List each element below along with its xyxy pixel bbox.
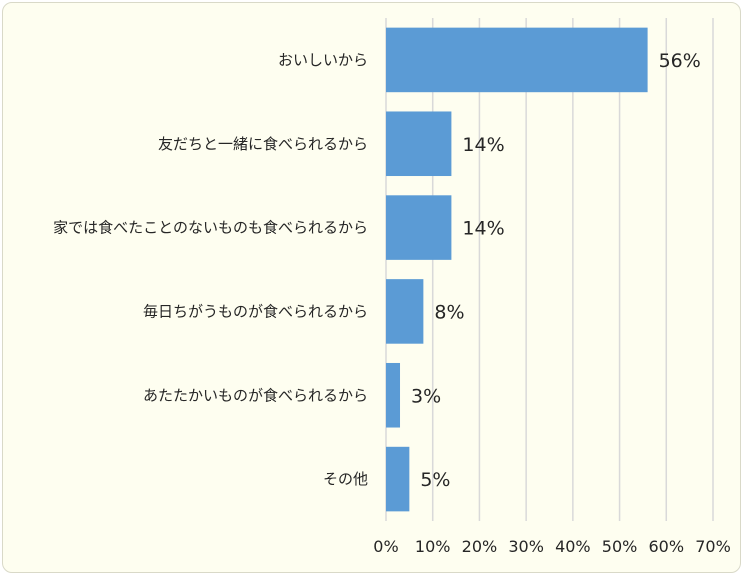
- x-tick-labels: 0% 10% 20% 30% 40% 50% 60% 70%: [373, 537, 730, 556]
- data-label: 56%: [659, 50, 701, 72]
- gridlines: [385, 18, 714, 521]
- bars: [386, 27, 648, 512]
- category-label: あたたかいものが食べられるから: [143, 386, 368, 404]
- bar: [386, 195, 452, 260]
- data-label: 5%: [420, 469, 450, 491]
- bar: [386, 446, 410, 512]
- x-tick-label: 40%: [555, 537, 591, 556]
- category-labels: おいしいから友だちと一緒に食べられるから家では食べたことのないものも食べられるか…: [53, 51, 368, 488]
- category-label: おいしいから: [278, 51, 368, 69]
- data-label: 14%: [462, 218, 504, 240]
- x-tick-label: 20%: [462, 537, 498, 556]
- category-label: 友だちと一緒に食べられるから: [158, 135, 368, 153]
- x-tick-label: 50%: [602, 537, 638, 556]
- category-label: 家では食べたことのないものも食べられるから: [53, 219, 368, 237]
- category-label: 毎日ちがうものが食べられるから: [143, 302, 368, 320]
- data-labels: 56% 14% 14% 8% 3% 5%: [411, 50, 701, 491]
- bar: [386, 27, 648, 93]
- bar: [386, 111, 452, 177]
- x-tick-label: 0%: [373, 537, 398, 556]
- bar: [386, 279, 424, 344]
- x-tick-label: 60%: [649, 537, 685, 556]
- data-label: 8%: [434, 301, 464, 323]
- x-tick-label: 70%: [695, 537, 731, 556]
- data-label: 3%: [411, 385, 441, 407]
- category-label: その他: [323, 470, 368, 488]
- bar: [386, 362, 401, 428]
- x-tick-label: 10%: [415, 537, 451, 556]
- data-label: 14%: [462, 134, 504, 156]
- x-tick-label: 30%: [508, 537, 544, 556]
